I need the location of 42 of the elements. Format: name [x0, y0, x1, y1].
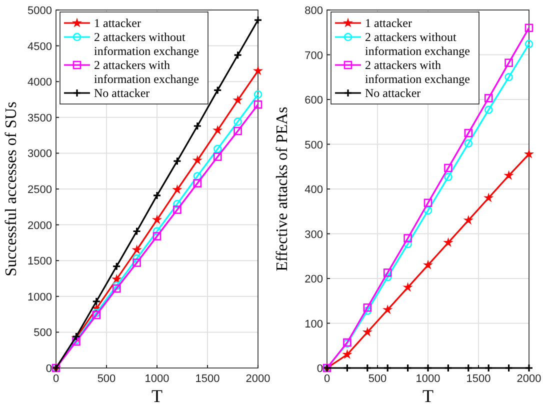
legend-label: 1 attacker: [365, 16, 412, 30]
y-tick-label: 600: [304, 94, 323, 106]
y-tick-label: 0: [316, 363, 323, 375]
legend-label: No attacker: [365, 86, 421, 100]
legend-label: 2 attackers without information exchange: [94, 30, 199, 58]
y-tick-label: 3000: [28, 148, 52, 160]
y-tick-label: 200: [304, 274, 323, 286]
y-tick-label: 100: [304, 318, 323, 330]
legend-label: 2 attackers with information exchange: [365, 58, 470, 86]
legend-label: No attacker: [94, 86, 150, 100]
x-tick-label: 0: [52, 373, 60, 385]
y-tick-label: 700: [304, 50, 323, 62]
y-tick-label: 300: [304, 228, 323, 241]
legend-label: 1 attacker: [94, 16, 141, 30]
x-tick-label: 1000: [416, 373, 440, 385]
x-tick-label: 1500: [195, 373, 220, 385]
y-tick-label: 1000: [28, 291, 52, 304]
y-tick-label: 4500: [28, 40, 52, 53]
x-axis-title: T: [422, 386, 434, 406]
y-tick-label: 2500: [28, 184, 52, 196]
y-tick-label: 500: [304, 139, 323, 152]
x-axis-title: T: [152, 386, 162, 406]
x-tick-label: 1000: [144, 373, 170, 385]
x-tick-label: 1500: [466, 373, 491, 385]
y-axis-title: Effective attacks of PEAs: [274, 106, 291, 272]
y-axis-title: Successful accesses of SUs: [3, 102, 20, 276]
y-tick-label: 0: [46, 363, 52, 375]
y-tick-label: 4000: [28, 76, 52, 89]
y-tick-label: 5000: [28, 5, 52, 17]
legend-label: 2 attackers with information exchange: [94, 58, 199, 86]
y-tick-label: 1500: [28, 256, 52, 268]
x-tick-label: 2000: [246, 373, 270, 385]
x-tick-label: 0: [324, 373, 330, 385]
y-tick-label: 2000: [28, 220, 52, 232]
x-tick-label: 500: [368, 373, 387, 385]
x-tick-label: 2000: [516, 373, 542, 385]
legend-label: 2 attackers without information exchange: [365, 30, 470, 58]
x-tick-label: 500: [97, 373, 116, 385]
y-tick-label: 800: [304, 5, 323, 17]
y-tick-label: 400: [304, 184, 323, 196]
y-tick-label: 500: [34, 327, 52, 340]
y-tick-label: 3500: [28, 112, 52, 124]
